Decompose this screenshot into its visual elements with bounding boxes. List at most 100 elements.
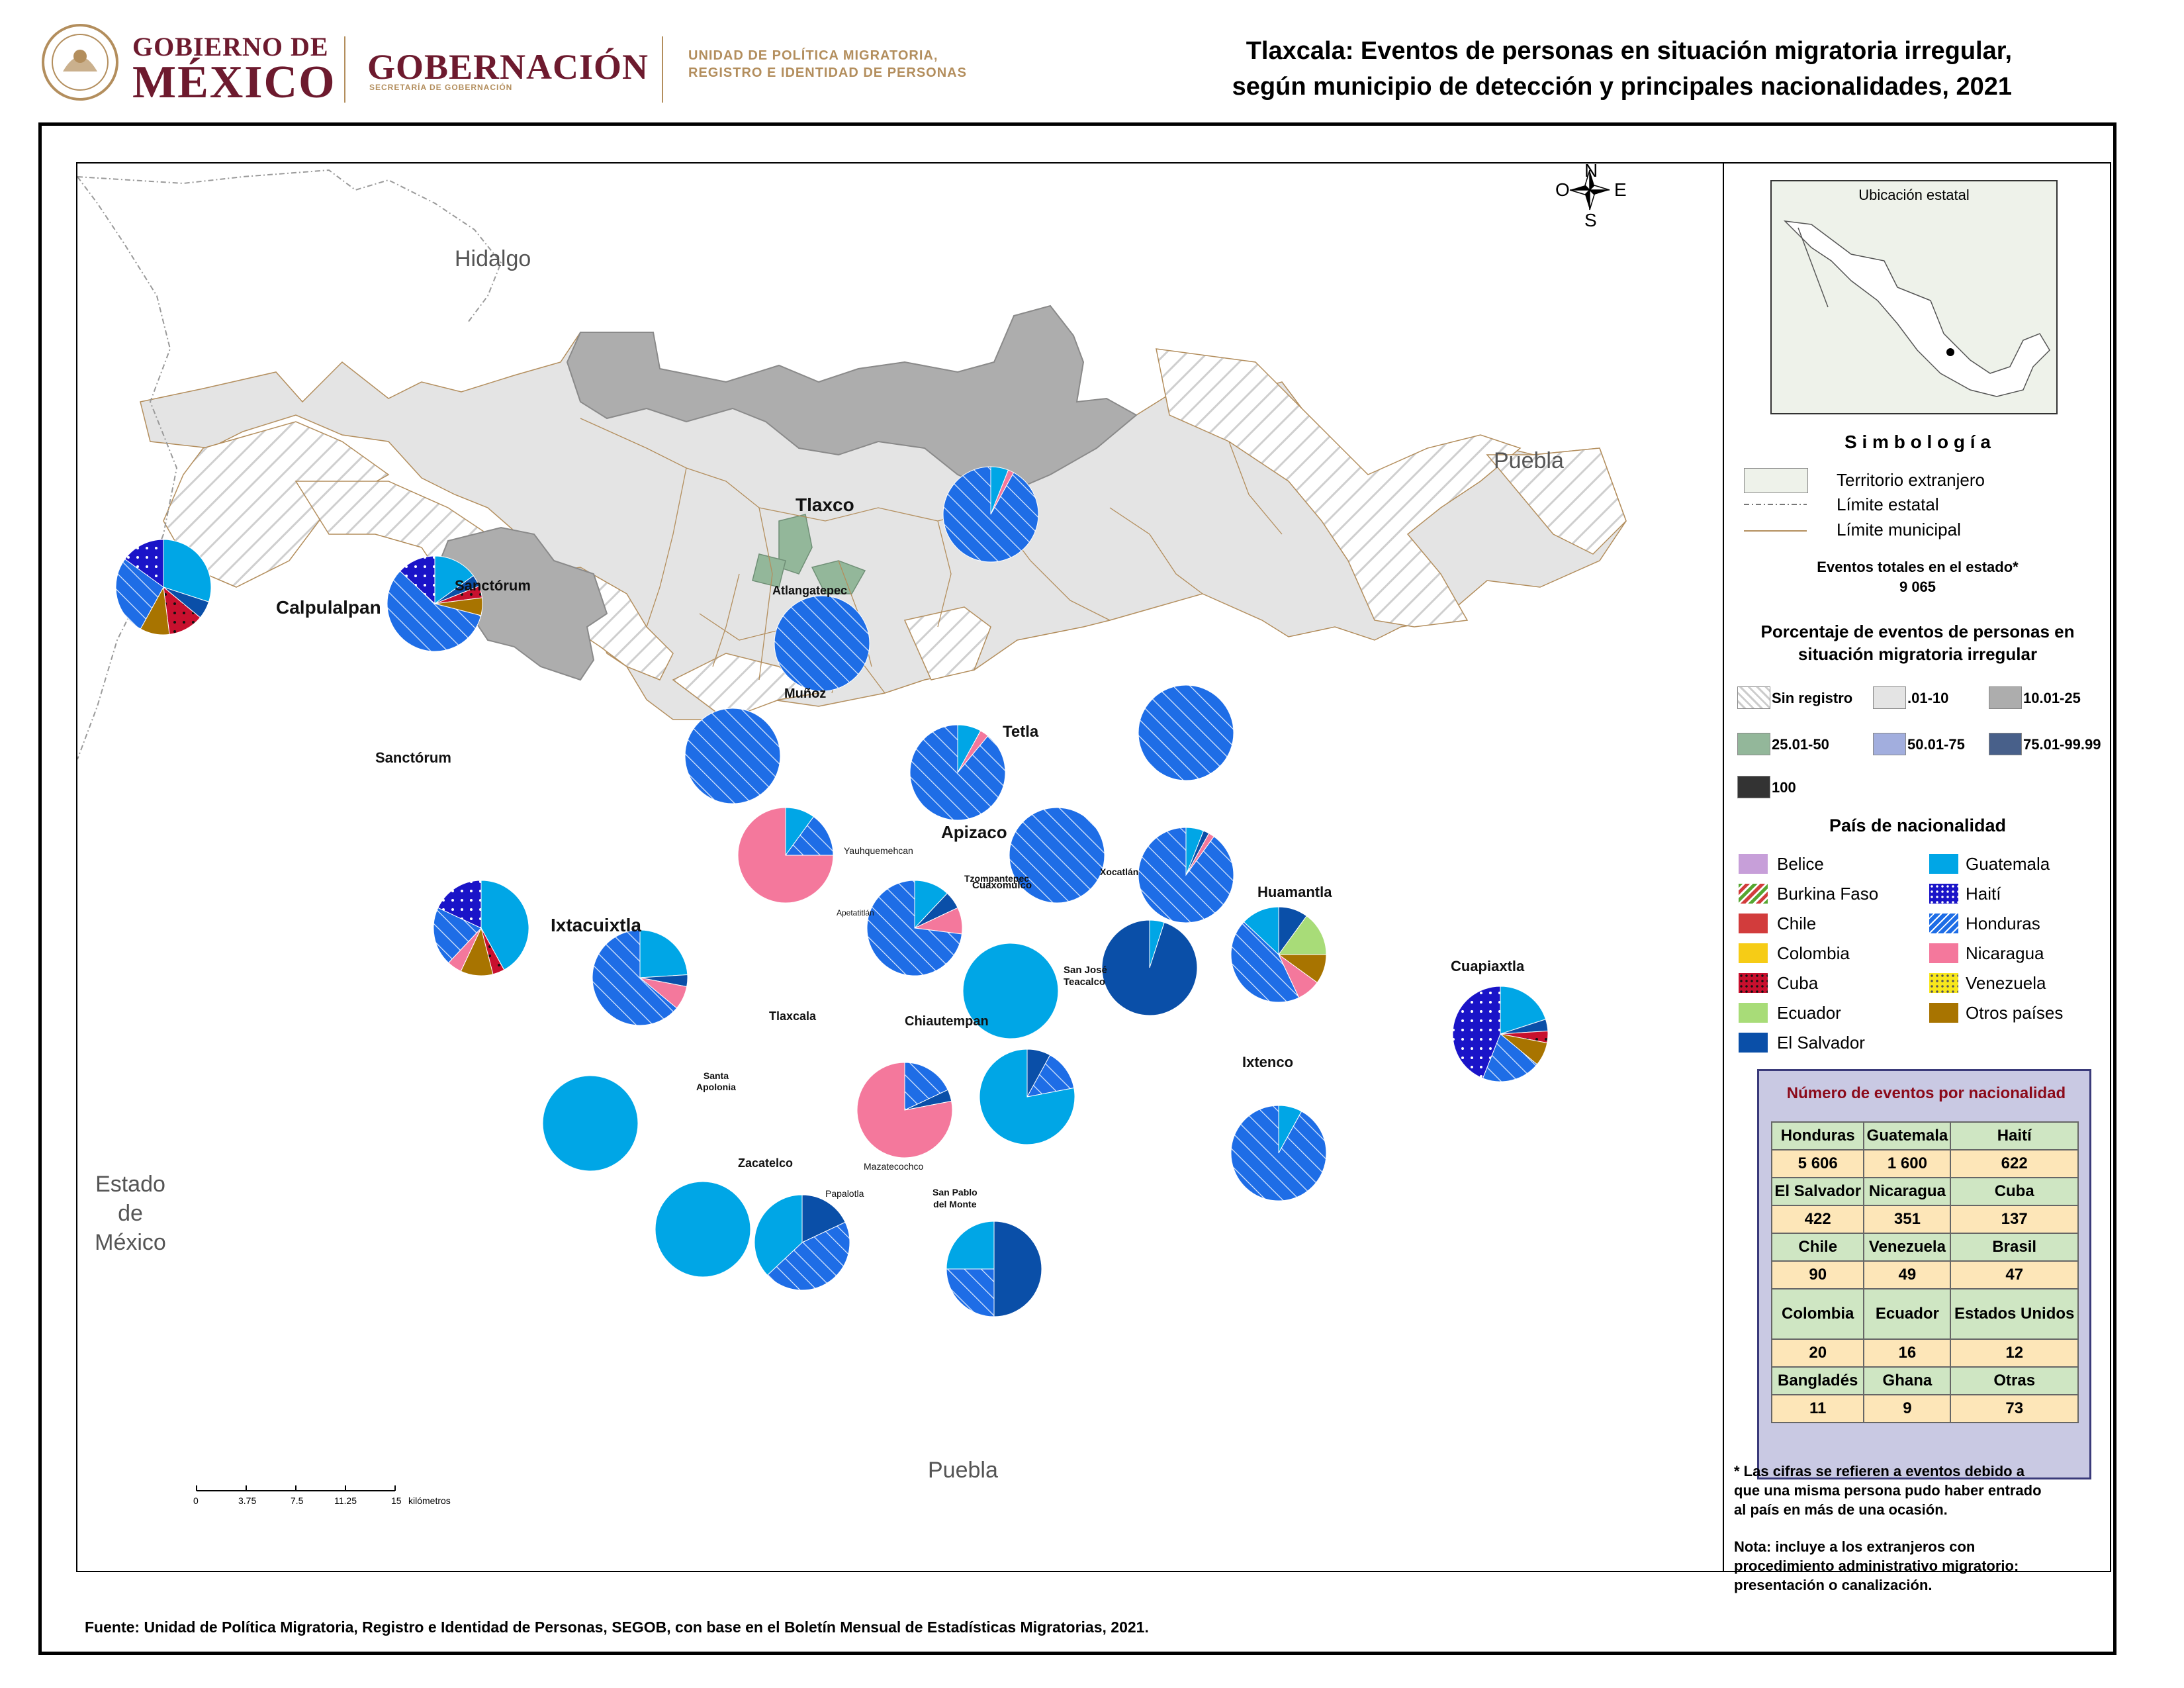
label-sanctorum-1: Sanctórum xyxy=(455,577,531,594)
label-yauhquemehcan: Yauhquemehcan xyxy=(844,845,913,856)
pie-san-jose-teacalco xyxy=(1101,919,1198,1016)
table-row: 422 351 137 xyxy=(1770,1205,2079,1234)
label-apetatitlan: Apetatitlán xyxy=(837,908,874,917)
table-row: 20 16 12 xyxy=(1770,1338,2079,1368)
country-label-cuba: Cuba xyxy=(1777,973,1819,993)
pie-slice-el-salvador xyxy=(1101,919,1198,1016)
limite-estatal-line xyxy=(1744,504,1807,505)
country-label-el-salvador: El Salvador xyxy=(1777,1033,1865,1053)
label-ixtacuixtla: Ixtacuixtla xyxy=(551,915,641,935)
table-row: Colombia Ecuador Estados Unidos xyxy=(1770,1288,2079,1340)
pie-tetla xyxy=(909,724,1006,821)
country-swatch-el-salvador xyxy=(1739,1033,1768,1053)
gobernacion-label: GOBERNACIÓN xyxy=(367,47,649,87)
label-tlaxco: Tlaxco xyxy=(796,494,854,515)
class-swatch-25-50 xyxy=(1737,733,1770,755)
pie-san-pablo-del-monte xyxy=(946,1221,1042,1317)
tlaxco-area xyxy=(566,305,1138,496)
title-line-1: Tlaxcala: Eventos de personas en situaci… xyxy=(1246,37,2012,65)
country-label-ecuador: Ecuador xyxy=(1777,1003,1841,1023)
class-swatch-01-10 xyxy=(1873,686,1906,709)
country-label-burkina-faso: Burkina Faso xyxy=(1777,884,1879,904)
table-row: El Salvador Nicaragua Cuba xyxy=(1770,1177,2079,1206)
table-cell: Nicaragua xyxy=(1863,1177,1952,1206)
pie-santa-apolonia xyxy=(542,1075,639,1172)
region-puebla-s: Puebla xyxy=(928,1458,998,1483)
table-cell: Estados Unidos xyxy=(1950,1288,2079,1340)
legend-panel: Ubicación estatal S i m b o l o g í a Te… xyxy=(1724,162,2111,1572)
eventos-totales-label: Eventos totales en el estado* xyxy=(1817,559,2019,575)
yauhquemehcan-area xyxy=(752,553,786,588)
class-swatch-10-25 xyxy=(1989,686,2022,709)
pie-slice-honduras xyxy=(946,1268,995,1317)
divider xyxy=(662,36,663,103)
map-panel: Hidalgo Puebla Puebla Estado de México N… xyxy=(76,162,1724,1572)
map-title: Tlaxcala: Eventos de personas en situaci… xyxy=(953,33,2012,105)
label-chiautempan: Chiautempan xyxy=(905,1014,989,1029)
pie-tlaxco xyxy=(942,466,1039,563)
label-atlangatepec: Atlangatepec xyxy=(772,584,848,597)
title-line-2: según municipio de detección y principal… xyxy=(1232,73,2012,101)
pie-slice-honduras xyxy=(1230,921,1300,1003)
pie-huamantla xyxy=(1230,906,1327,1003)
pie-slice-guatemala xyxy=(754,1194,803,1276)
table-row: 90 49 47 xyxy=(1770,1260,2079,1289)
table-cell: 16 xyxy=(1863,1338,1952,1368)
sin-registro-west xyxy=(163,421,390,588)
table-cell: 11 xyxy=(1770,1394,1865,1423)
class-label-75-99: 75.01-99.99 xyxy=(2023,736,2101,753)
pie-slice-honduras xyxy=(387,571,482,652)
class-label-10-25: 10.01-25 xyxy=(2023,690,2081,706)
compass-o: O xyxy=(1555,179,1570,200)
pie-munoz xyxy=(684,708,781,804)
divider xyxy=(344,36,345,103)
class-label-50-75: 50.01-75 xyxy=(1907,736,1965,753)
pie-slice-el-salvador xyxy=(801,1194,846,1243)
pie-slice-guatemala xyxy=(639,929,688,978)
porcentaje-line-2: situación migratoria irregular xyxy=(1797,644,2038,664)
pie-ixtacuixtla xyxy=(433,880,529,976)
pie-calpulalpan xyxy=(115,539,212,635)
pie-slice-honduras xyxy=(1009,807,1105,904)
label-tetla: Tetla xyxy=(1003,723,1039,741)
pie-slice-honduras xyxy=(1230,1105,1327,1201)
pie-xaltocan xyxy=(1138,684,1234,781)
pie-slice-haití xyxy=(399,555,435,605)
scale-tick-1: 3.75 xyxy=(238,1495,257,1506)
table-cell: Guatemala xyxy=(1863,1121,1952,1150)
mexico-label: MÉXICO xyxy=(132,57,336,108)
pie-slice-guatemala xyxy=(163,539,212,602)
note-1-line-3: al país en más de una ocasión. xyxy=(1734,1501,1948,1518)
pie-slice-honduras xyxy=(1482,1033,1538,1082)
pie-slice-honduras xyxy=(785,816,834,856)
map-frame xyxy=(38,122,2116,1655)
eventos-totales: Eventos totales en el estado* 9 065 xyxy=(1724,557,2111,597)
region-estado-line-3: México xyxy=(95,1230,166,1255)
label-mazatecochco: Mazatecochco xyxy=(864,1161,924,1172)
pie-cuapiaxtla xyxy=(1452,986,1549,1082)
tzompantepec-area xyxy=(811,560,866,594)
region-estado-line-1: Estado xyxy=(95,1172,165,1197)
pie-sanctorum xyxy=(387,555,483,652)
nationality-table-title: Número de eventos por nacionalidad xyxy=(1786,1084,2066,1102)
country-swatch-ecuador xyxy=(1739,1003,1768,1023)
table-cell: Haití xyxy=(1950,1121,2079,1150)
table-cell: 9 xyxy=(1863,1394,1952,1423)
porcentaje-line-1: Porcentaje de eventos de personas en xyxy=(1760,622,2075,641)
unidad-label: UNIDAD DE POLÍTICA MIGRATORIA, REGISTRO … xyxy=(688,47,967,81)
class-label-sin-registro: Sin registro xyxy=(1772,690,1853,706)
header-logos: GOBIERNO DE MÉXICO GOBERNACIÓN SECRETARÍ… xyxy=(33,17,993,108)
table-cell: 351 xyxy=(1863,1205,1952,1234)
country-swatch-cuba xyxy=(1739,973,1768,993)
pie-slice-guatemala xyxy=(979,1049,1075,1145)
country-label-chile: Chile xyxy=(1777,914,1817,933)
territorio-swatch xyxy=(1744,468,1808,493)
table-cell: Ghana xyxy=(1863,1366,1952,1395)
table-cell: 49 xyxy=(1863,1260,1952,1289)
note-2-line-3: presentación o canalización. xyxy=(1734,1577,1933,1593)
label-munoz: Muñoz xyxy=(784,686,827,701)
table-cell: 5 606 xyxy=(1770,1149,1865,1178)
class-swatch-75-99 xyxy=(1989,733,2022,755)
pie-slice-guatemala xyxy=(655,1181,751,1278)
label-papalotla: Papalotla xyxy=(825,1188,864,1199)
